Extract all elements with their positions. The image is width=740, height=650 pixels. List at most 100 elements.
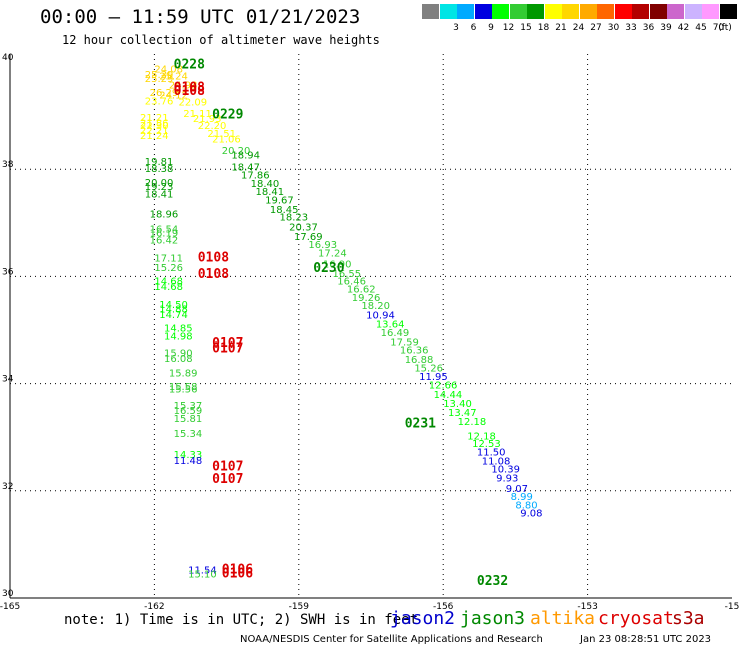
y-tick-label: 36: [2, 267, 14, 277]
legend-label: 42: [677, 23, 690, 33]
wave-height-point: 16.54: [150, 224, 179, 235]
wave-height-point: 19.23: [145, 182, 174, 193]
mission-jason3: jason3: [460, 608, 526, 629]
legend-label: 15: [520, 23, 532, 33]
wave-height-point: 21.24: [140, 131, 169, 142]
wave-height-point: 22.09: [178, 97, 207, 108]
legend-swatch: [684, 4, 702, 19]
wave-height-point: 9.07: [506, 484, 528, 495]
pass-time-label: 0108: [198, 250, 229, 265]
pass-time-label: 0107: [212, 336, 243, 351]
legend-label: 3: [453, 23, 459, 33]
legend-label: 18: [537, 23, 550, 33]
wave-height-point: 13.40: [443, 399, 472, 410]
footer-credit: NOAA/NESDIS Center for Satellite Applica…: [240, 634, 543, 645]
mission-s3a: s3a: [672, 608, 705, 629]
wave-height-point: 25.39: [145, 70, 174, 81]
y-tick-label: 38: [2, 160, 14, 170]
legend-label: 27: [590, 23, 602, 33]
wave-height-point: 18.45: [270, 205, 299, 216]
wave-height-point: 16.93: [308, 240, 337, 251]
wave-height-point: 21.21: [140, 113, 169, 124]
wave-height-point: 14.98: [164, 332, 193, 343]
pass-time-label: 0228: [174, 57, 205, 72]
wave-height-point: 16.19: [150, 229, 179, 240]
wave-height-point: 16.59: [174, 406, 203, 417]
legend-swatch: [597, 4, 614, 19]
legend-label: 21: [555, 23, 567, 33]
wave-height-point: 17.11: [154, 253, 183, 264]
legend-label: 6: [470, 23, 477, 33]
pass-time-label: 0231: [405, 417, 436, 432]
pass-time-label: 0106: [222, 562, 253, 577]
legend-swatch: [509, 4, 527, 19]
legend-swatch: [457, 4, 474, 19]
legend-label: 9: [488, 23, 494, 33]
legend-swatch: [422, 4, 439, 19]
wave-height-point: 11.54: [188, 565, 217, 576]
x-tick-label: -165: [0, 602, 20, 612]
wave-height-point: 15.10: [188, 570, 217, 581]
wave-height-point: 15.26: [154, 263, 183, 274]
wave-height-point: 12.18: [467, 431, 496, 442]
wave-height-point: 17.59: [390, 338, 419, 349]
wave-height-point: 15.37: [174, 401, 203, 412]
wave-height-point: 10.39: [491, 465, 520, 476]
wave-height-point: 25.29: [145, 74, 174, 85]
pass-time-label: 0230: [313, 261, 344, 276]
footer-timestamp: Jan 23 08:28:51 UTC 2023: [580, 634, 712, 645]
wave-height-point: 25.24: [159, 72, 188, 83]
wave-height-point: 26.29: [150, 88, 179, 99]
legend-swatch: [527, 4, 544, 19]
wave-height-point: 21.86: [140, 118, 169, 129]
wave-height-point: 22.30: [140, 121, 169, 132]
wave-height-point: 22.20: [198, 121, 227, 132]
footer-note: note: 1) Time is in UTC; 2) SWH is in fe…: [64, 612, 419, 628]
wave-height-point: 13.64: [376, 319, 405, 330]
wave-height-point: 20.37: [289, 222, 318, 233]
wave-height-point: 18.41: [145, 190, 174, 201]
wave-height-point: 11.08: [482, 457, 511, 468]
wave-height-point: 16.88: [405, 355, 434, 366]
legend-label: 39: [660, 23, 672, 33]
legend-swatch: [667, 4, 684, 19]
wave-height-point: 15.34: [174, 429, 203, 440]
pass-time-label: 0106: [222, 567, 253, 582]
pass-time-label: 0108: [198, 267, 229, 282]
wave-height-point: 15.90: [164, 348, 193, 359]
legend-swatch: [544, 4, 562, 19]
wave-height-point: 14.33: [174, 450, 203, 461]
wave-height-point: 19.26: [352, 293, 381, 304]
pass-time-label: 0107: [212, 342, 243, 357]
wave-height-point: 24.08: [154, 65, 183, 76]
legend-label: 12: [502, 23, 515, 33]
wave-height-point: 19.81: [145, 157, 174, 168]
wave-height-point: 14.44: [434, 390, 463, 401]
wave-height-point: 11.95: [419, 372, 448, 383]
wave-height-point: 18.40: [251, 179, 280, 190]
page-title: 00:00 – 11:59 UTC 01/21/2023: [40, 6, 361, 28]
pass-time-label: 0107: [212, 472, 243, 487]
x-tick-label: -162: [144, 602, 164, 612]
legend-swatch: [614, 4, 632, 19]
y-tick-label: 30: [2, 589, 14, 599]
wave-height-point: 21.51: [207, 129, 236, 140]
wave-height-point: 14.68: [154, 276, 183, 287]
legend-label: 36: [642, 23, 655, 33]
wave-height-point: 18.47: [231, 162, 260, 173]
legend-swatch: [632, 4, 649, 19]
legend-label: 70: [712, 23, 725, 33]
wave-height-point: 18.20: [361, 301, 390, 312]
wave-height-point: 16.62: [347, 284, 376, 295]
wave-height-point: 15.56: [169, 385, 198, 396]
wave-height-point: 21.06: [212, 134, 241, 145]
wave-height-point: 16.36: [400, 346, 429, 357]
legend-swatch: [579, 4, 597, 19]
wave-height-point: 15.26: [414, 363, 443, 374]
wave-height-point: 11.48: [174, 456, 203, 467]
wave-height-point: 18.38: [145, 164, 174, 175]
legend-swatch: [702, 4, 719, 19]
wave-height-point: 17.24: [318, 249, 347, 260]
wave-height-point: 15.81: [174, 414, 203, 425]
